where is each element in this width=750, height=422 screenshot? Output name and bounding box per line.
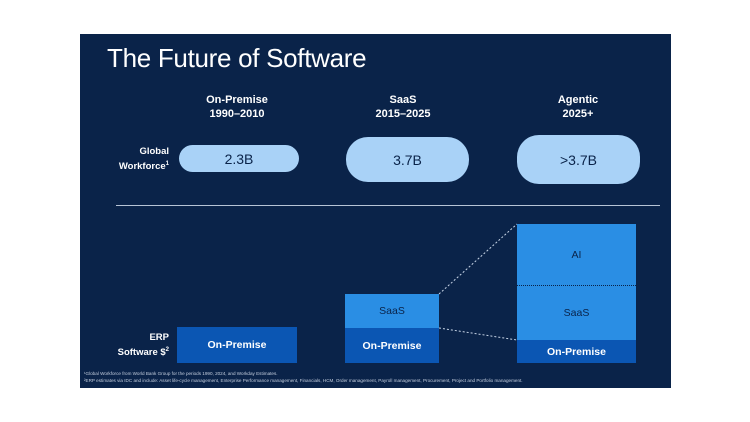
era-name: SaaS [389,94,417,106]
slide: The Future of Software On-Premise 1990–2… [80,34,671,388]
dotted-separator [517,285,636,286]
era-years: 2025+ [562,108,594,120]
era-name: Agentic [557,94,599,106]
block-saas-era3: SaaS [517,285,636,340]
era-name: On-Premise [206,94,268,106]
block-ai-era3: AI [517,224,636,285]
connector-line-top [438,223,518,295]
workforce-pill-on-premise: 2.3B [179,145,299,172]
global-workforce-label: Global Workforce1 [119,146,169,173]
page-title: The Future of Software [107,43,367,73]
block-on-premise-era2: On-Premise [345,328,439,363]
block-on-premise-era1: On-Premise [177,327,297,363]
block-saas-era2: SaaS [345,294,439,328]
footnote-1: ¹Global Workforce from World Bank Group … [84,371,278,376]
era-years: 1990–2010 [209,108,265,120]
label-line: Software $2 [117,347,169,359]
footnote-marker: 2 [165,347,169,353]
label-line: ERP [149,332,169,343]
connector-line-bottom [438,327,518,341]
era-header-saas: SaaS 2015–2025 [333,93,473,121]
footnote-marker: 1 [165,161,169,167]
workforce-pill-saas: 3.7B [346,137,469,182]
divider [116,205,660,206]
label-line: Workforce1 [118,161,169,173]
block-on-premise-era3: On-Premise [517,340,636,363]
label-line: Global [139,146,169,157]
footnote-2: ²ERP estimates via IDC and include: Asse… [84,378,523,383]
era-years: 2015–2025 [375,108,431,120]
erp-software-label: ERP Software $2 [118,332,169,359]
workforce-pill-agentic: >3.7B [517,135,640,184]
connector-lines [438,223,518,341]
era-header-agentic: Agentic 2025+ [508,93,648,121]
era-header-on-premise: On-Premise 1990–2010 [167,93,307,121]
